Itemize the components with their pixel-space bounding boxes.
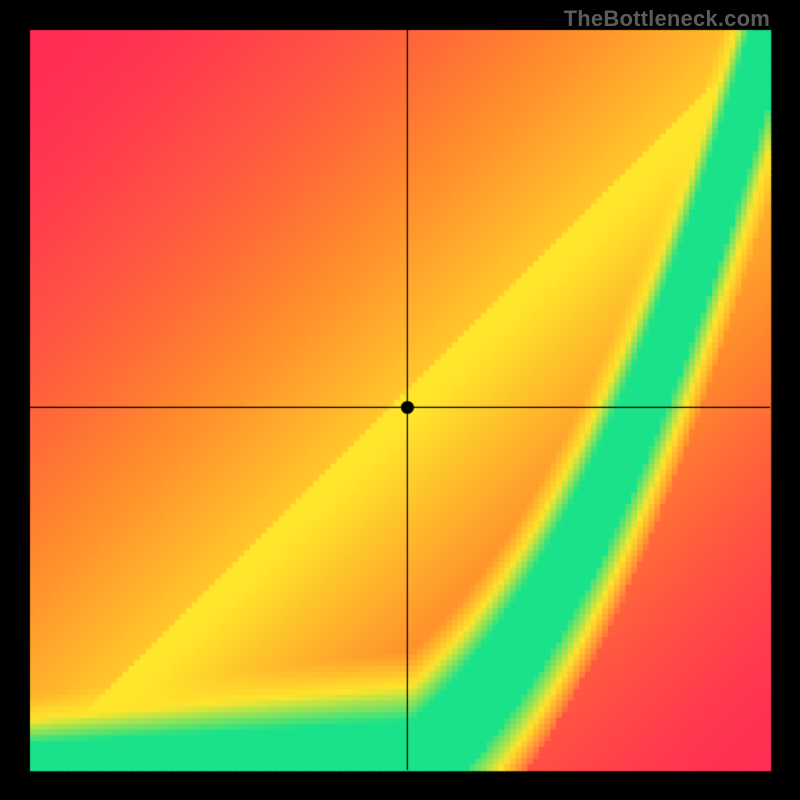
heatmap-canvas — [0, 0, 800, 800]
chart-container: TheBottleneck.com — [0, 0, 800, 800]
watermark-text: TheBottleneck.com — [564, 6, 770, 32]
